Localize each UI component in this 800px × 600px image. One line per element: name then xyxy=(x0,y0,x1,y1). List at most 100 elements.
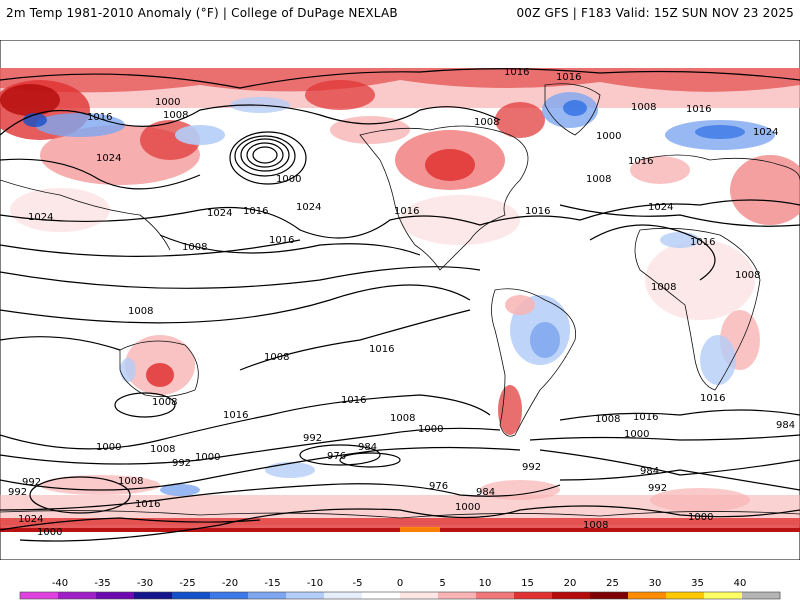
isobar-label: 1016 xyxy=(690,237,715,248)
isobar-label: 1024 xyxy=(18,514,43,525)
isobar-label: 1000 xyxy=(155,97,180,108)
colorbar-swatch xyxy=(742,592,781,599)
colorbar-tick-label: 40 xyxy=(734,578,747,589)
isobar-label: 1016 xyxy=(135,499,160,510)
isobar-label: 992 xyxy=(172,458,191,469)
colorbar-swatch xyxy=(248,592,287,599)
isobar-label: 1000 xyxy=(96,442,121,453)
isobar-label: 1000 xyxy=(455,502,480,513)
isobar-label: 1016 xyxy=(504,67,529,78)
isobar-label: 1000 xyxy=(276,174,301,185)
isobar-label: 1008 xyxy=(735,270,760,281)
colorbar-tick-label: -20 xyxy=(222,578,238,589)
isobar-label: 1024 xyxy=(96,153,121,164)
isobar-label: 1024 xyxy=(296,202,321,213)
isobar-label: 1016 xyxy=(556,72,581,83)
colorbar-swatch xyxy=(58,592,97,599)
colorbar-tick-label: 20 xyxy=(564,578,577,589)
colorbar-tick-label: 15 xyxy=(521,578,534,589)
colorbar-tick-label: 0 xyxy=(397,578,403,589)
isobar-label: 976 xyxy=(327,451,346,462)
colorbar-swatch xyxy=(552,592,591,599)
isobar-label: 1016 xyxy=(633,412,658,423)
isobar-label: 984 xyxy=(358,442,377,453)
colorbar-swatch xyxy=(590,592,629,599)
isobar-label: 1008 xyxy=(163,110,188,121)
colorbar-swatch xyxy=(400,592,439,599)
isobar-label: 1024 xyxy=(753,127,778,138)
colorbar-swatch xyxy=(628,592,667,599)
isobar-label: 992 xyxy=(8,487,27,498)
isobar-label: 992 xyxy=(22,477,41,488)
isobar-label: 1008 xyxy=(651,282,676,293)
colorbar-swatch xyxy=(704,592,743,599)
colorbar-tick-label: 35 xyxy=(691,578,704,589)
isobar-label: 1016 xyxy=(223,410,248,421)
colorbar-swatch xyxy=(20,592,59,599)
isobar-label: 1016 xyxy=(394,206,419,217)
isobar-label: 1008 xyxy=(118,476,143,487)
isobar-label: 1008 xyxy=(150,444,175,455)
isobar-label: 1016 xyxy=(341,395,366,406)
colorbar-tick-label: -10 xyxy=(307,578,323,589)
isobar-label: 1008 xyxy=(631,102,656,113)
colorbar-swatch xyxy=(666,592,705,599)
isobar-label: 984 xyxy=(476,487,495,498)
isobar-label: 984 xyxy=(640,466,659,477)
colorbar-tick-label: 25 xyxy=(606,578,619,589)
isobar-label: 1008 xyxy=(583,520,608,531)
isobar-label: 984 xyxy=(776,420,795,431)
isobar-label: 1000 xyxy=(596,131,621,142)
isobar-label: 1008 xyxy=(586,174,611,185)
isobar-label: 1008 xyxy=(390,413,415,424)
isobar-label: 992 xyxy=(522,462,541,473)
colorbar-outline xyxy=(19,591,781,600)
isobar-label: 1016 xyxy=(269,235,294,246)
colorbar-swatches xyxy=(19,591,781,600)
isobar-label: 1000 xyxy=(418,424,443,435)
colorbar-swatch xyxy=(476,592,515,599)
colorbar-swatch xyxy=(134,592,173,599)
temperature-anomaly-map: 1016 1000 1008 1016 1000 1024 1024 1016 … xyxy=(0,40,800,560)
colorbar-swatch xyxy=(172,592,211,599)
isobar-label: 1016 xyxy=(628,156,653,167)
isobar-label: 1008 xyxy=(474,117,499,128)
isobar-label: 1024 xyxy=(207,208,232,219)
colorbar-tick-label: -30 xyxy=(137,578,153,589)
isobar-label: 1024 xyxy=(28,212,53,223)
colorbar-tick-label: -15 xyxy=(264,578,280,589)
colorbar-swatch xyxy=(324,592,363,599)
isobar-label: 1008 xyxy=(264,352,289,363)
isobar-label: 1000 xyxy=(688,512,713,523)
colorbar-tick-label: 30 xyxy=(649,578,662,589)
colorbar-tick-labels: -40 -35 -30 -25 -20 -15 -10 -5 0 5 10 15 20 25 30 35 40 xyxy=(52,578,747,589)
colorbar-swatch xyxy=(96,592,135,599)
isobar-label: 1008 xyxy=(595,414,620,425)
isobar-label: 992 xyxy=(648,483,667,494)
colorbar-swatch xyxy=(286,592,325,599)
isobar-label: 1008 xyxy=(128,306,153,317)
isobar-label: 1016 xyxy=(243,206,268,217)
temperature-anomaly-colorbar: -40 -35 -30 -25 -20 -15 -10 -5 0 5 10 15 20 25 30 35 40 xyxy=(19,578,781,600)
colorbar-swatch xyxy=(210,592,249,599)
colorbar-tick-label: -40 xyxy=(52,578,68,589)
colorbar-tick-label: -5 xyxy=(353,578,363,589)
isobar-label: 1000 xyxy=(37,527,62,538)
isobar-label: 1008 xyxy=(152,397,177,408)
colorbar-swatch xyxy=(438,592,477,599)
isobar-label: 1000 xyxy=(624,429,649,440)
colorbar-swatch xyxy=(514,592,553,599)
colorbar-tick-label: -25 xyxy=(179,578,195,589)
isobar-label: 1016 xyxy=(686,104,711,115)
colorbar-swatch xyxy=(362,592,401,599)
isobar-label: 1016 xyxy=(700,393,725,404)
isobar-label: 1024 xyxy=(648,202,673,213)
isobar-label: 1008 xyxy=(182,242,207,253)
map-title: 2m Temp 1981-2010 Anomaly (°F) | College… xyxy=(6,6,398,20)
isobar-label: 1016 xyxy=(369,344,394,355)
model-run-valid-time: 00Z GFS | F183 Valid: 15Z SUN NOV 23 202… xyxy=(516,6,794,20)
isobar-label: 1016 xyxy=(87,112,112,123)
isobar-label: 992 xyxy=(303,433,322,444)
colorbar-tick-label: 10 xyxy=(479,578,492,589)
colorbar-tick-label: 5 xyxy=(439,578,445,589)
